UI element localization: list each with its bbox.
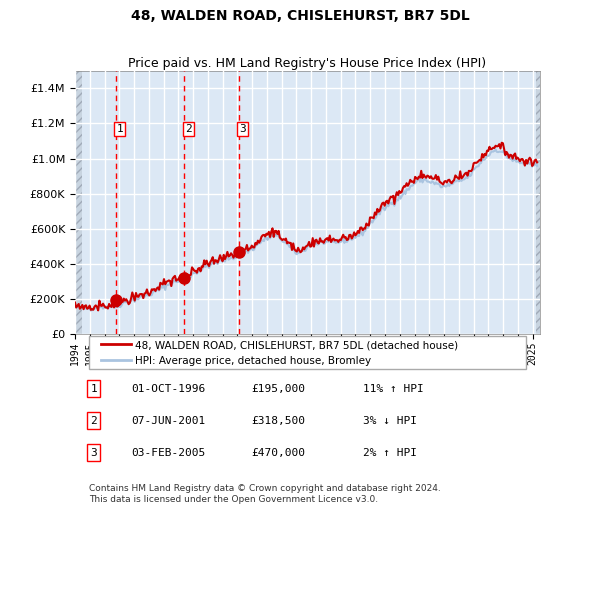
Text: 3: 3 bbox=[239, 124, 246, 134]
Text: 1: 1 bbox=[90, 384, 97, 394]
Text: 1: 1 bbox=[116, 124, 123, 134]
Text: 48, WALDEN ROAD, CHISLEHURST, BR7 5DL: 48, WALDEN ROAD, CHISLEHURST, BR7 5DL bbox=[131, 9, 469, 23]
Text: HPI: Average price, detached house, Bromley: HPI: Average price, detached house, Brom… bbox=[136, 356, 371, 366]
Title: Price paid vs. HM Land Registry's House Price Index (HPI): Price paid vs. HM Land Registry's House … bbox=[128, 57, 487, 70]
Text: 01-OCT-1996: 01-OCT-1996 bbox=[131, 384, 205, 394]
FancyBboxPatch shape bbox=[75, 71, 82, 335]
Text: Contains HM Land Registry data © Crown copyright and database right 2024.
This d: Contains HM Land Registry data © Crown c… bbox=[89, 484, 440, 504]
Text: £470,000: £470,000 bbox=[252, 448, 306, 458]
FancyBboxPatch shape bbox=[536, 71, 543, 335]
Text: 2: 2 bbox=[90, 415, 97, 425]
Text: 48, WALDEN ROAD, CHISLEHURST, BR7 5DL (detached house): 48, WALDEN ROAD, CHISLEHURST, BR7 5DL (d… bbox=[136, 340, 458, 350]
Text: 3: 3 bbox=[90, 448, 97, 458]
Text: £195,000: £195,000 bbox=[252, 384, 306, 394]
Text: 3% ↓ HPI: 3% ↓ HPI bbox=[364, 415, 418, 425]
Text: 2% ↑ HPI: 2% ↑ HPI bbox=[364, 448, 418, 458]
Bar bbox=[75, 71, 82, 335]
Text: 11% ↑ HPI: 11% ↑ HPI bbox=[364, 384, 424, 394]
FancyBboxPatch shape bbox=[89, 336, 526, 369]
Text: 2: 2 bbox=[185, 124, 192, 134]
Text: £318,500: £318,500 bbox=[252, 415, 306, 425]
Text: 03-FEB-2005: 03-FEB-2005 bbox=[131, 448, 205, 458]
Text: 07-JUN-2001: 07-JUN-2001 bbox=[131, 415, 205, 425]
